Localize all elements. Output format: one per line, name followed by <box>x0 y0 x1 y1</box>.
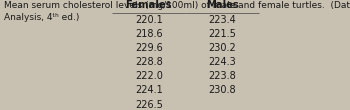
Text: Mean serum cholesterol levels (mg/100ml) of male and female turtles.  (Data from: Mean serum cholesterol levels (mg/100ml)… <box>4 1 350 22</box>
